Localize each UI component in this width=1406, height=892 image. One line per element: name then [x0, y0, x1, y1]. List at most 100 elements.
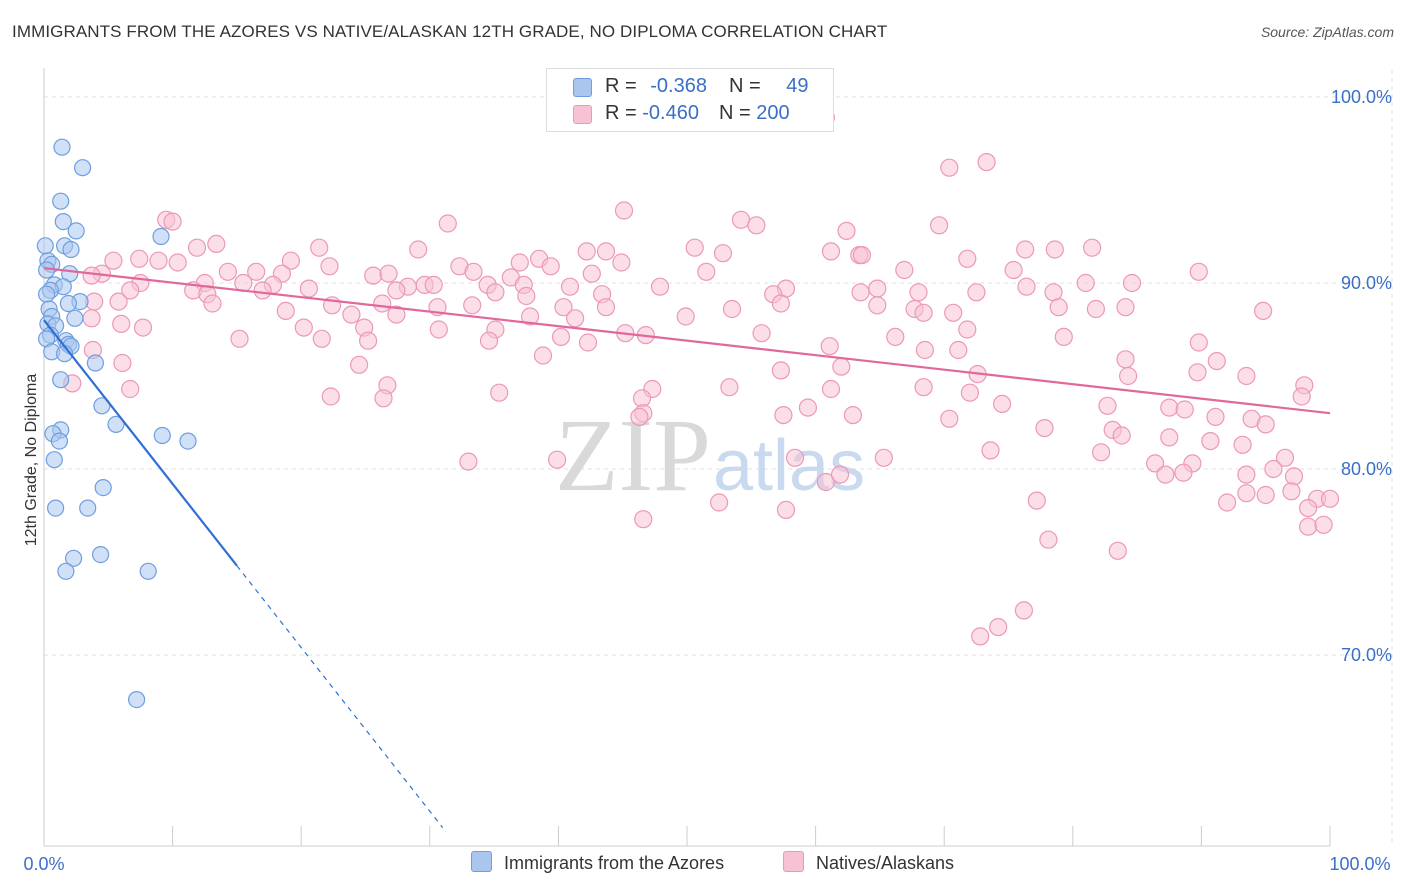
natives-point	[914, 378, 933, 397]
azores-point	[152, 227, 170, 246]
tick-labels: 70.0% 80.0% 90.0% 100.0% 0.0% 100.0%	[23, 87, 1392, 874]
natives-point	[133, 318, 153, 337]
correlation-legend: R = -0.368 N = 49 R = -0.460 N = 200	[546, 68, 834, 132]
natives-point	[843, 406, 863, 425]
natives-point	[533, 346, 553, 365]
azores-point	[36, 237, 54, 255]
natives-point	[560, 277, 580, 296]
x-tick-label-min: 0.0%	[23, 854, 64, 874]
natives-point	[577, 242, 596, 261]
legend-n-label: N =	[728, 75, 767, 97]
natives-point	[547, 450, 567, 469]
natives-point	[676, 307, 695, 326]
natives-point	[798, 398, 818, 417]
natives-point	[121, 281, 140, 300]
y-tick-label: 90.0%	[1341, 273, 1392, 293]
azores-point	[57, 562, 75, 580]
natives-point	[218, 262, 237, 281]
azores-point	[94, 479, 112, 497]
azores-point	[91, 545, 110, 564]
natives-point	[1027, 491, 1046, 510]
natives-point	[168, 253, 187, 272]
natives-point	[1045, 240, 1064, 259]
natives-point	[109, 292, 128, 311]
trend-lines	[43, 267, 1331, 828]
legend-r-label: R =	[605, 102, 643, 124]
natives-point	[837, 221, 856, 240]
natives-point	[747, 216, 766, 235]
azores-point	[46, 499, 65, 517]
natives-point	[977, 153, 996, 172]
natives-point	[1264, 459, 1283, 479]
natives-point	[1237, 484, 1256, 503]
x-tick-label-max: 100.0%	[1329, 854, 1390, 874]
natives-point	[1256, 485, 1275, 505]
natives-point	[1201, 432, 1220, 451]
natives-point	[121, 379, 140, 399]
azores-point	[37, 285, 56, 303]
natives-point	[596, 298, 616, 317]
azores-point	[107, 415, 125, 433]
natives-point	[722, 299, 742, 319]
axes	[43, 68, 1331, 847]
natives-point	[874, 448, 893, 467]
azores-trend-extension	[236, 565, 444, 828]
natives-point	[1206, 407, 1225, 426]
natives-point	[554, 298, 573, 317]
natives-point	[1098, 396, 1117, 415]
natives-point	[989, 617, 1008, 637]
y-tick-label: 80.0%	[1341, 459, 1392, 479]
natives-point	[203, 294, 222, 313]
natives-point	[634, 510, 653, 529]
natives-point	[582, 264, 601, 283]
natives-point	[697, 262, 716, 281]
natives-point	[409, 240, 428, 259]
natives-point	[929, 216, 949, 235]
azores-point	[52, 192, 70, 210]
azores-legend-label: Immigrants from the Azores	[504, 853, 725, 873]
natives-point	[596, 242, 616, 261]
natives-point	[1253, 301, 1273, 320]
natives-point	[1112, 426, 1131, 445]
natives-point	[113, 353, 132, 373]
natives-point	[359, 331, 378, 350]
azores-point	[86, 354, 105, 372]
natives-point	[915, 340, 935, 360]
azores-point	[64, 549, 83, 567]
natives-point	[1189, 333, 1208, 352]
natives-point	[486, 283, 505, 302]
chart-title: IMMIGRANTS FROM THE AZORES VS NATIVE/ALA…	[12, 22, 888, 41]
natives-point	[310, 238, 329, 257]
natives-point	[868, 279, 887, 298]
natives-point	[685, 238, 704, 257]
natives-point	[949, 340, 968, 360]
natives-point	[247, 262, 266, 281]
natives-point	[541, 257, 560, 276]
natives-point	[294, 318, 313, 337]
natives-point	[1256, 415, 1275, 434]
natives-point	[1016, 240, 1035, 259]
legend-n-value: 49	[786, 75, 809, 97]
natives-point	[852, 246, 872, 265]
natives-point	[149, 251, 168, 270]
natives-point	[1292, 387, 1311, 406]
natives-point	[981, 441, 1000, 460]
natives-point	[832, 357, 851, 376]
natives-point	[752, 324, 771, 343]
natives-point	[1282, 482, 1301, 501]
natives-point	[342, 305, 361, 324]
natives-point	[565, 309, 585, 328]
azores-point	[139, 562, 157, 580]
natives-point	[1091, 443, 1111, 462]
natives-swatch	[573, 105, 592, 124]
natives-point	[350, 355, 369, 374]
natives-point	[387, 305, 406, 324]
azores-point	[179, 432, 197, 450]
natives-point	[551, 327, 571, 346]
natives-legend-label: Natives/Alaskans	[816, 853, 955, 873]
natives-point	[112, 314, 131, 333]
natives-point	[1116, 298, 1135, 317]
natives-point	[1017, 277, 1036, 296]
natives-point	[1108, 541, 1127, 560]
legend-r-label: R =	[605, 75, 643, 97]
